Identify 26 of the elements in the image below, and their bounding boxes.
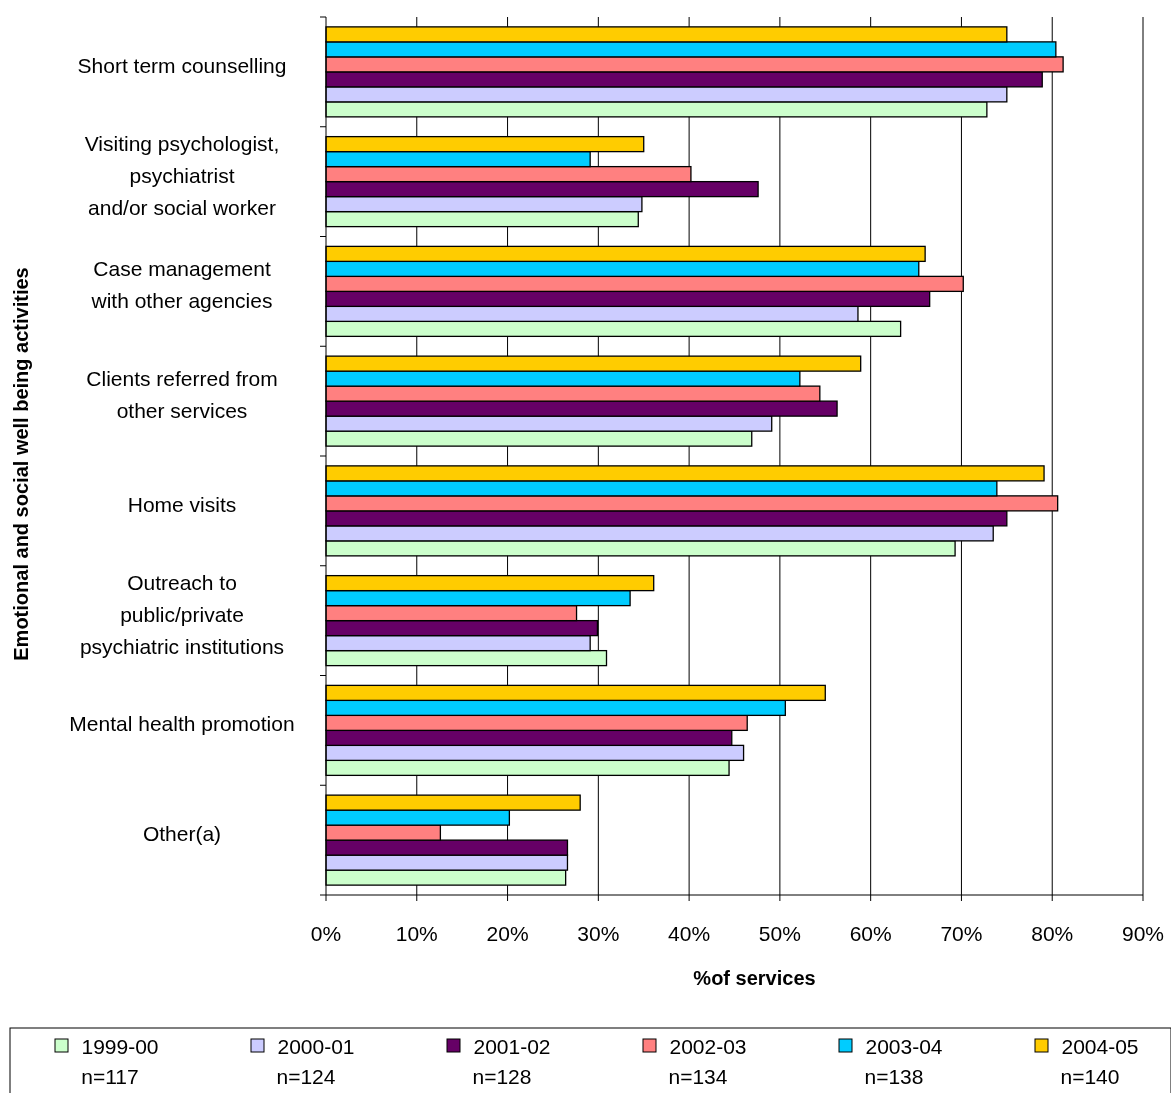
- x-tick-label: 30%: [577, 922, 620, 945]
- y-axis-title: Emotional and social well being activities: [10, 267, 32, 661]
- x-tick-label: 80%: [1031, 922, 1074, 945]
- x-tick-label: 90%: [1121, 922, 1165, 945]
- x-tick-label: 0%: [310, 922, 342, 945]
- legend-label: 2001-02 n=128: [472, 1035, 551, 1088]
- x-tick-label: 20%: [486, 922, 529, 945]
- y-tick-label: Clients referred from other services: [86, 367, 278, 423]
- legend-label: 2004-05 n=140: [1060, 1035, 1139, 1088]
- x-tick-label: 50%: [758, 922, 801, 945]
- y-tick-label: Short term counselling: [77, 53, 287, 77]
- y-tick-label: Home visits: [127, 492, 237, 516]
- y-tick-label: Other(a): [142, 822, 222, 846]
- y-tick-label: Case management with other agencies: [90, 257, 273, 313]
- x-tick-label: 70%: [940, 922, 983, 945]
- legend-label: 2000-01 n=124: [276, 1035, 355, 1088]
- legend-label: 2003-04 n=138: [864, 1035, 943, 1088]
- x-tick-label: 10%: [395, 922, 438, 945]
- y-tick-label: Visiting psychologist, psychiatrist and/or social worker: [84, 131, 280, 219]
- y-tick-label: Outreach to public/private psychiatric institutions: [79, 570, 285, 658]
- x-tick-label: 40%: [668, 922, 711, 945]
- legend-label: 1999-00 n=117: [81, 1035, 159, 1088]
- x-axis-title: %of services: [693, 967, 816, 989]
- y-tick-label: Mental health promotion: [69, 712, 295, 736]
- legend-label: 2002-03 n=134: [668, 1035, 747, 1088]
- x-tick-label: 60%: [849, 922, 892, 945]
